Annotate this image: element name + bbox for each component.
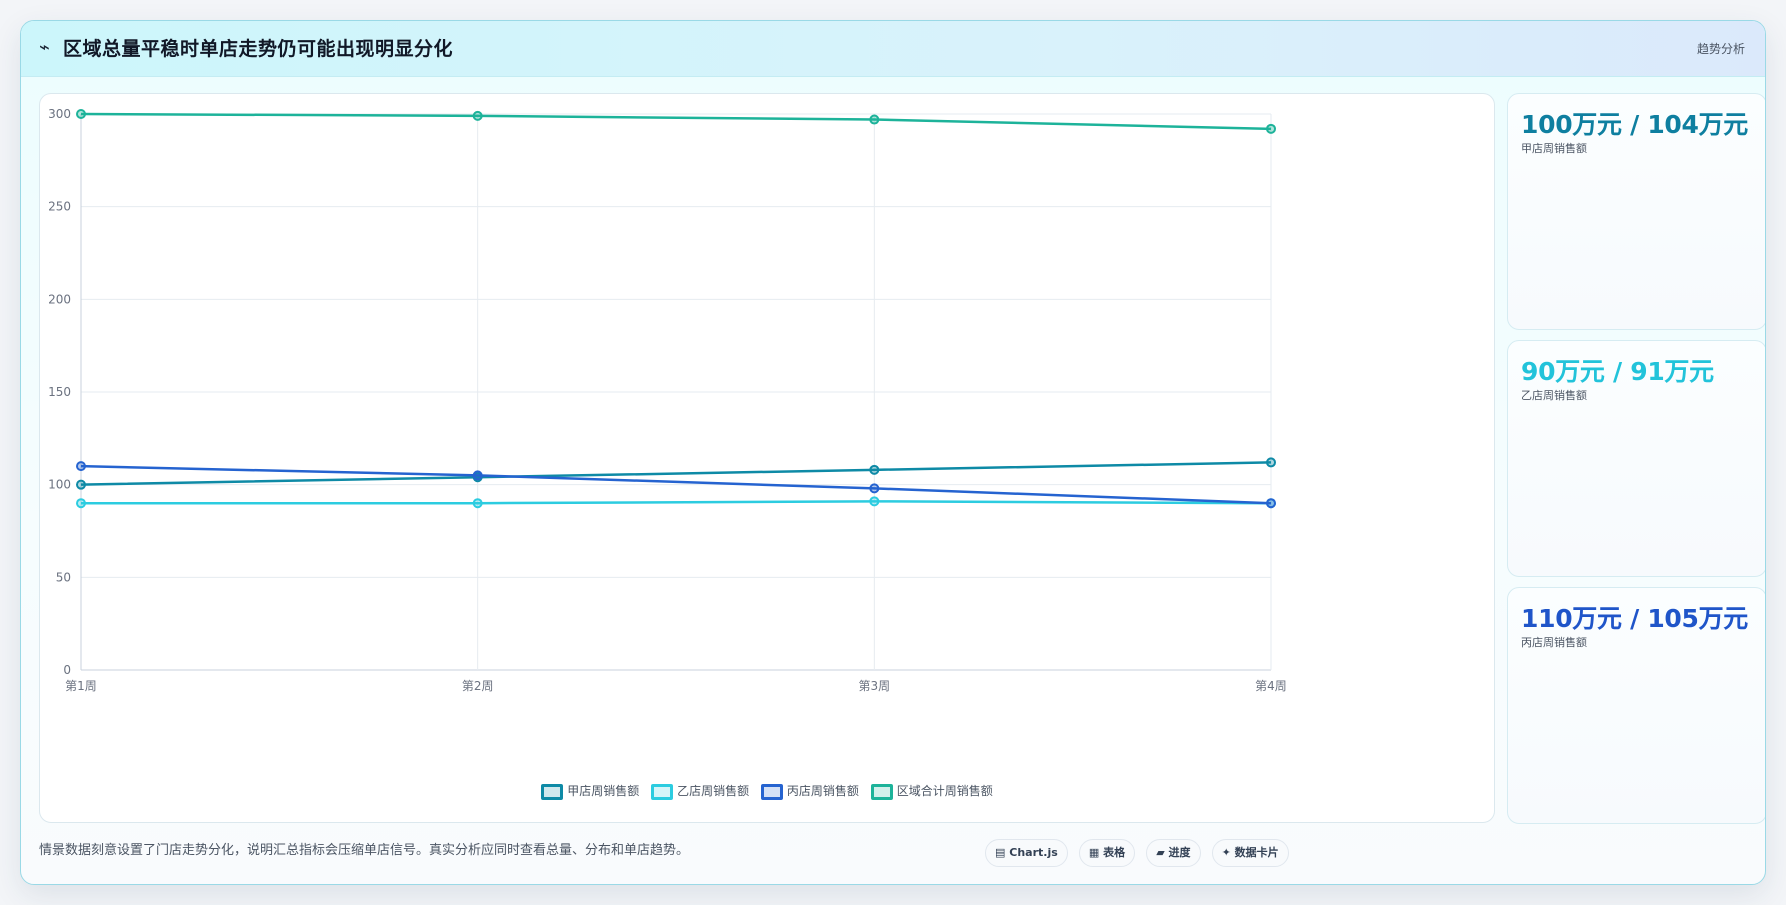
trend-icon: ⌁ [39, 37, 50, 58]
data-point [472, 470, 483, 481]
panel-header: ⌁ 区域总量平稳时单店走势仍可能出现明显分化 趋势分析 [21, 21, 1765, 77]
panel-title: 区域总量平稳时单店走势仍可能出现明显分化 [63, 38, 454, 60]
y-tick-label: 0 [63, 663, 71, 677]
legend-label: 区域合计周销售额 [896, 784, 993, 798]
legend-item[interactable]: 乙店周销售额 [651, 782, 749, 800]
stat-card-label: 乙店周销售额 [1521, 389, 1587, 402]
chip-chartjs[interactable]: ▤ Chart.js [985, 839, 1068, 867]
line-chart-card: 0 50 100 150 200 250 300 第1周 第2周 第3周 第4周 甲店周销售额 乙店… [39, 93, 1495, 823]
data-point [869, 496, 880, 507]
line-chart: 0 50 100 150 200 250 300 第1周 第2周 第3周 第4周 [48, 107, 1287, 693]
chip-label: 进度 [1168, 846, 1191, 859]
stat-card-value: 90万元 / 91万元 [1521, 357, 1714, 386]
tech-chips: ▤ Chart.js ▦ 表格 ▰ 进度 ✦ 数据卡片 [985, 839, 1295, 867]
chip-label: Chart.js [1009, 846, 1058, 859]
legend-label: 甲店周销售额 [567, 784, 640, 798]
y-tick-label: 300 [48, 107, 71, 121]
chip-progress[interactable]: ▰ 进度 [1146, 839, 1201, 867]
progress-icon: ▰ [1156, 846, 1165, 859]
series-line [80, 464, 1272, 505]
sparkle-icon: ✦ [1221, 846, 1231, 859]
data-point [1266, 123, 1276, 134]
stat-card-label: 甲店周销售额 [1521, 142, 1587, 155]
y-tick-label: 100 [48, 478, 71, 492]
table-icon: ▦ [1088, 846, 1100, 859]
y-tick-label: 250 [48, 200, 71, 214]
analysis-panel: ⌁ 区域总量平稳时单店走势仍可能出现明显分化 趋势分析 0 50 100 150 200… [20, 20, 1766, 885]
chip-data-card[interactable]: ✦ 数据卡片 [1211, 839, 1289, 867]
data-point [869, 114, 880, 125]
stat-card: 100万元 / 104万元 甲店周销售额 [1507, 93, 1765, 330]
footnote: 情景数据刻意设置了门店走势分化，说明汇总指标会压缩单店信号。真实分析应同时查看总… [39, 843, 690, 858]
data-point [1266, 457, 1276, 468]
data-point [472, 110, 483, 121]
stat-card-label: 丙店周销售额 [1521, 636, 1587, 649]
x-tick-label: 第1周 [65, 679, 97, 693]
chip-table[interactable]: ▦ 表格 [1078, 839, 1136, 867]
series-line [81, 500, 1272, 505]
legend-item[interactable]: 甲店周销售额 [541, 782, 639, 800]
series-line [80, 112, 1272, 131]
data-point [76, 479, 86, 490]
chart-icon: ▤ [995, 846, 1006, 859]
data-point [76, 109, 86, 119]
legend-swatch [870, 783, 893, 800]
legend-item[interactable]: 区域合计周销售额 [870, 782, 993, 800]
data-point [1266, 498, 1276, 509]
legend-swatch [760, 783, 783, 800]
legend-swatch [541, 783, 564, 800]
stat-card-value: 100万元 / 104万元 [1521, 110, 1749, 139]
data-point [869, 464, 880, 475]
x-tick-label: 第2周 [462, 679, 494, 693]
legend-label: 乙店周销售额 [677, 784, 750, 798]
chip-label: 表格 [1103, 846, 1126, 859]
chart-legend: 甲店周销售额 乙店周销售额 丙店周销售额 区域合计周销售额 [40, 782, 1494, 800]
data-point [472, 498, 483, 509]
y-tick-label: 150 [48, 385, 71, 399]
legend-swatch [651, 783, 674, 800]
data-point [76, 498, 86, 509]
data-point [869, 483, 880, 494]
y-tick-label: 50 [56, 570, 71, 584]
data-point [76, 461, 86, 472]
stat-card: 90万元 / 91万元 乙店周销售额 [1507, 340, 1765, 577]
legend-item[interactable]: 丙店周销售额 [760, 782, 859, 800]
x-tick-label: 第4周 [1255, 679, 1287, 693]
stat-card-value: 110万元 / 105万元 [1521, 604, 1749, 633]
series-line [80, 461, 1272, 486]
stat-card: 110万元 / 105万元 丙店周销售额 [1507, 587, 1765, 824]
chip-label: 数据卡片 [1234, 846, 1279, 859]
legend-label: 丙店周销售额 [786, 784, 859, 798]
analysis-type-tag: 趋势分析 [1696, 42, 1745, 56]
y-tick-label: 200 [48, 292, 71, 306]
x-tick-label: 第3周 [859, 679, 891, 693]
